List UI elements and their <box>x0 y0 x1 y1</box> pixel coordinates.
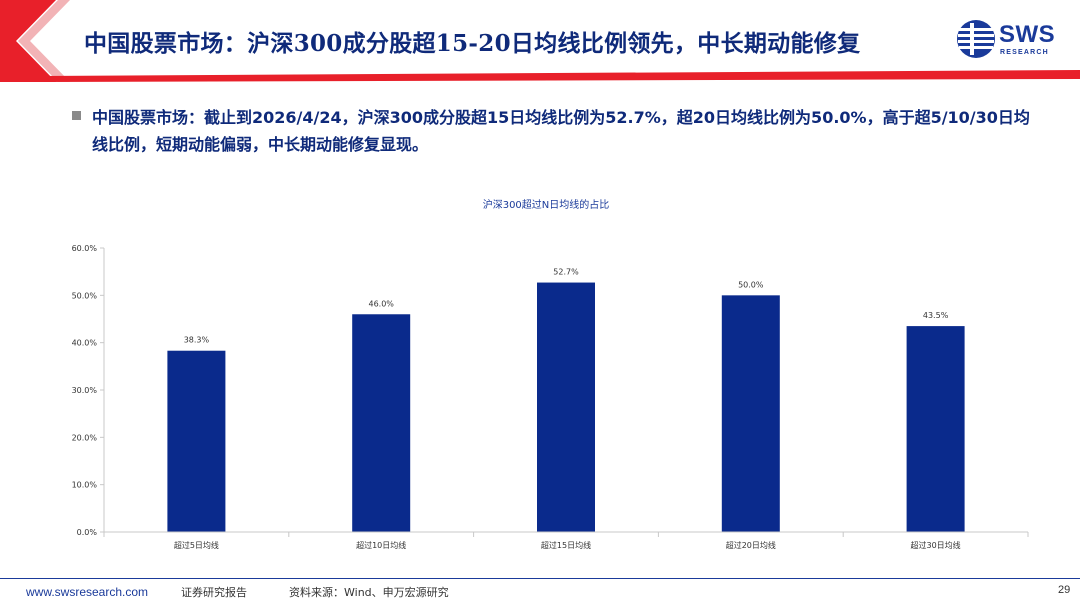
data-label: 43.5% <box>923 311 949 320</box>
data-label: 46.0% <box>368 299 394 308</box>
x-tick-label: 超过15日均线 <box>541 540 591 550</box>
y-tick-label: 30.0% <box>72 386 98 395</box>
bar-chart: 沪深300超过N日均线的占比 0.0% 10.0% 20.0% 30.0% 40.0% 5… <box>72 198 1029 550</box>
y-tick-label: 20.0% <box>72 433 98 442</box>
sws-logo-subtext: RESEARCH <box>1000 49 1049 56</box>
y-tick-label: 0.0% <box>77 528 98 537</box>
slide-header: 中国股票市场：沪深300成分股超15-20日均线比例领先，中长期动能修复 SWS… <box>0 0 1080 82</box>
y-tick-label: 50.0% <box>72 291 98 300</box>
header-red-chevron <box>0 0 56 82</box>
bar <box>167 350 226 532</box>
chart-title: 沪深300超过N日均线的占比 <box>483 198 610 211</box>
slide-footer: www.swsresearch.com 证券研究报告 资料来源：Wind、申万宏… <box>0 572 1080 608</box>
data-label: 38.3% <box>184 336 210 345</box>
x-axis: 超过5日均线 超过10日均线 超过15日均线 超过20日均线 超过30日均线 <box>103 531 1029 550</box>
report-label: 证券研究报告 <box>181 586 247 599</box>
y-tick-label: 40.0% <box>72 339 98 348</box>
y-tick-label: 60.0% <box>72 244 98 253</box>
source-note: 资料来源：Wind、申万宏源研究 <box>289 586 449 599</box>
page-title: 中国股票市场：沪深300成分股超15-20日均线比例领先，中长期动能修复 <box>84 30 861 57</box>
sws-logo-text: SWS <box>999 21 1056 48</box>
page-number: 29 <box>1058 584 1071 596</box>
y-tick-label: 10.0% <box>72 481 98 490</box>
x-tick-label: 超过30日均线 <box>911 540 961 550</box>
x-tick-label: 超过10日均线 <box>356 540 406 550</box>
x-tick-label: 超过5日均线 <box>174 540 219 550</box>
sws-logo-icon <box>957 20 995 58</box>
sws-logo: SWS RESEARCH <box>956 19 1066 63</box>
bar <box>537 282 595 532</box>
bar <box>352 314 411 532</box>
bar <box>906 326 965 532</box>
footer-rule <box>0 578 1080 579</box>
bar <box>721 295 780 532</box>
website-link[interactable]: www.swsresearch.com <box>26 585 149 599</box>
header-red-rule <box>40 70 1080 82</box>
square-bullet-icon <box>72 111 81 120</box>
data-label: 50.0% <box>738 280 764 289</box>
summary-text: 中国股票市场：截止到2026/4/24，沪深300成分股超15日均线比例为52.… <box>92 108 1030 154</box>
header-decoration <box>0 0 1080 82</box>
data-label: 52.7% <box>553 268 579 277</box>
y-axis: 0.0% 10.0% 20.0% 30.0% 40.0% 50.0% 60.0% <box>72 244 105 537</box>
bar-series: 38.3% 46.0% 52.7% 50.0% 43.5% <box>167 268 965 532</box>
header-chevron-shadow <box>18 0 70 82</box>
x-tick-label: 超过20日均线 <box>726 540 776 550</box>
